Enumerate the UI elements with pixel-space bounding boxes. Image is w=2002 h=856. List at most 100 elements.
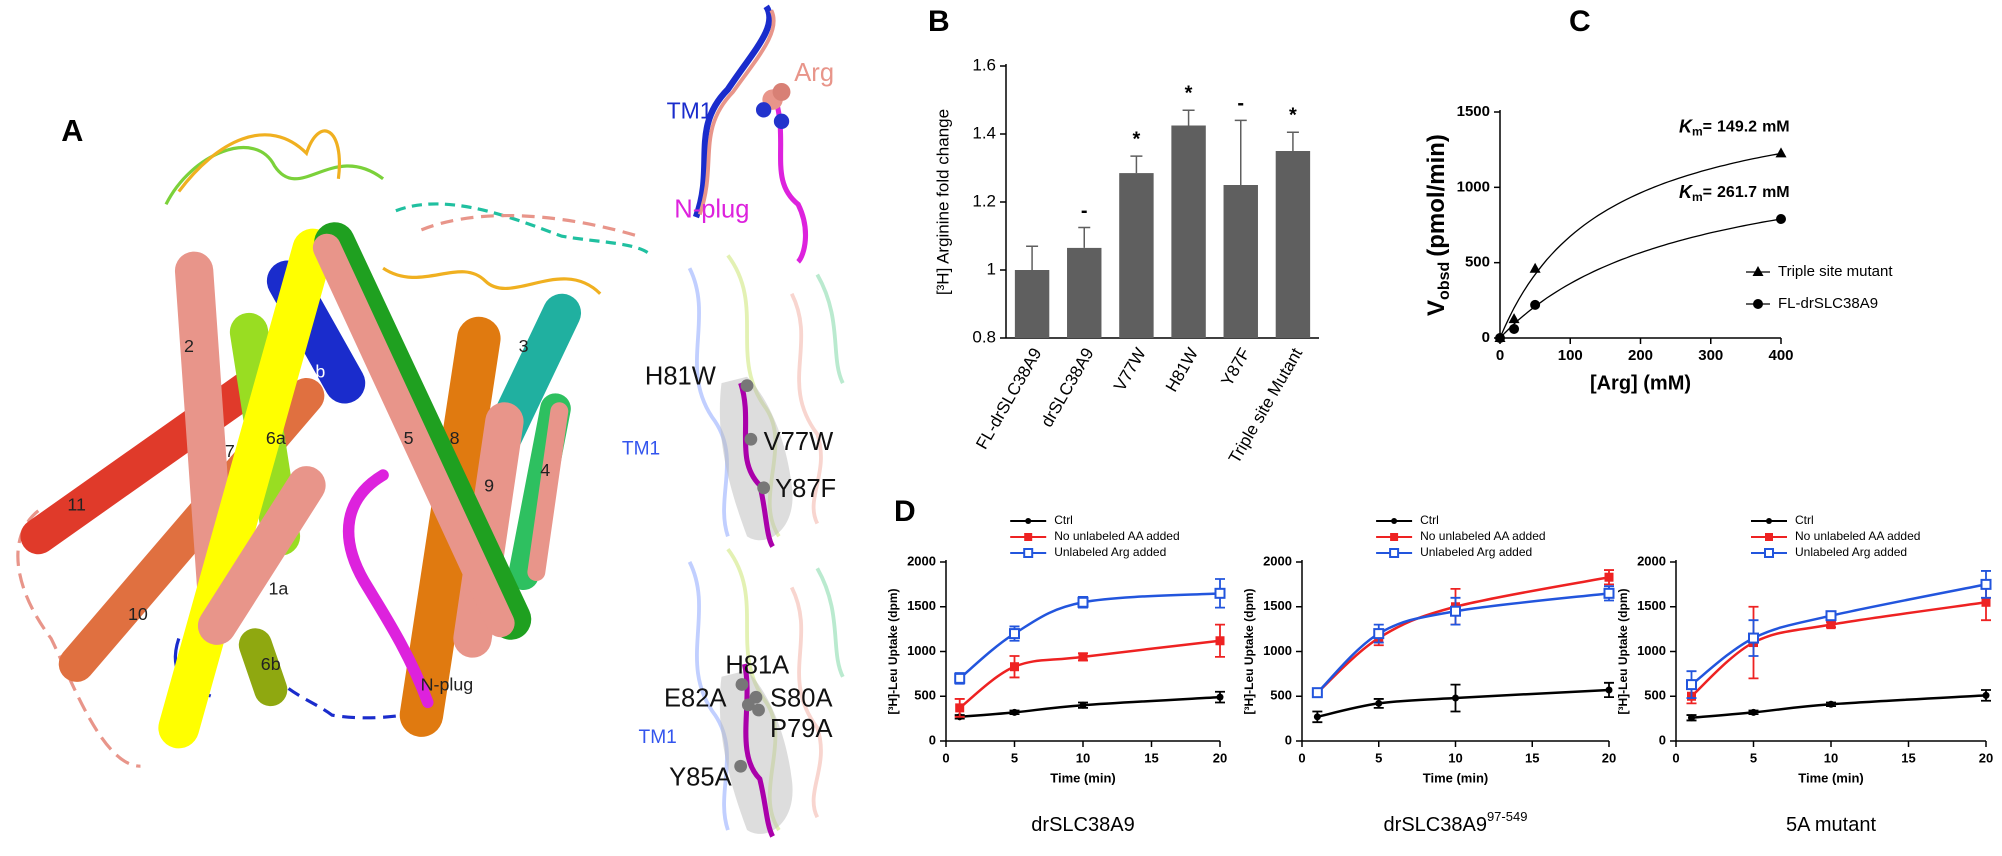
ribbon bbox=[815, 273, 845, 384]
error-bar bbox=[1078, 226, 1091, 248]
y-tick-label: 1500 bbox=[907, 598, 936, 613]
bar bbox=[1014, 270, 1050, 338]
y-axis-label: [³H]-Leu Uptake (dpm) bbox=[1616, 589, 1630, 715]
marker bbox=[1603, 587, 1615, 599]
y-axis-label: [³H]-Leu Uptake (dpm) bbox=[1242, 589, 1256, 715]
y-tick-label: 500 bbox=[914, 688, 936, 703]
error-bar bbox=[1234, 119, 1247, 185]
marker bbox=[1215, 636, 1225, 646]
fit-annotation: Km= 149.2 mM bbox=[1679, 116, 1790, 138]
legend-label: Unlabeled Arg added bbox=[1420, 545, 1532, 559]
y-tick-label: 1.4 bbox=[972, 123, 996, 142]
significance-label: * bbox=[1133, 128, 1141, 150]
marker bbox=[1077, 596, 1089, 608]
chart-line: 0 500 1000 1500 2000 0 5 10 15 20 Ctrl No unlabeled… bbox=[1616, 513, 1993, 836]
atom bbox=[773, 113, 790, 129]
fit-equals: = bbox=[1703, 119, 1712, 136]
significance-label: * bbox=[1289, 105, 1297, 127]
legend-label: No unlabeled AA added bbox=[1795, 529, 1920, 543]
marker bbox=[1826, 620, 1836, 630]
inset-bottom: H81A E82A S80A P79A Y85A TM1 bbox=[639, 547, 845, 838]
legend-label: Ctrl bbox=[1420, 513, 1439, 527]
marker bbox=[1604, 572, 1614, 582]
x-tick-label: 0 bbox=[942, 750, 949, 765]
x-tick-label: 5 bbox=[1011, 750, 1018, 765]
atom bbox=[752, 703, 765, 717]
y-tick-label: 2000 bbox=[1263, 553, 1292, 568]
bar bbox=[1223, 185, 1258, 338]
chart-title: 5A mutant bbox=[1786, 814, 1877, 836]
tm1-label: TM1 bbox=[639, 727, 677, 748]
marker bbox=[1390, 533, 1399, 541]
helix-label: 3 bbox=[519, 336, 529, 356]
bar bbox=[1171, 125, 1206, 338]
fit-value: 261.7 bbox=[1717, 184, 1757, 201]
marker bbox=[1764, 548, 1774, 558]
legend-label: No unlabeled AA added bbox=[1420, 529, 1545, 543]
ribbon bbox=[815, 567, 845, 678]
fit-unit: mM bbox=[1762, 119, 1790, 136]
series-line bbox=[958, 639, 1221, 709]
x-tick-label: H81W bbox=[1162, 345, 1202, 395]
loops bbox=[16, 129, 653, 768]
series-line bbox=[1316, 592, 1610, 694]
x-tick-label: 10 bbox=[1448, 750, 1462, 765]
x-tick-label: 5 bbox=[1375, 750, 1382, 765]
marker bbox=[1373, 628, 1385, 640]
surface bbox=[719, 670, 793, 834]
residue-label: Y87F bbox=[775, 475, 836, 503]
marker bbox=[1010, 662, 1019, 672]
ribbon bbox=[738, 382, 775, 548]
marker bbox=[1529, 262, 1541, 273]
y-axis-subscript: obsd bbox=[1436, 262, 1453, 300]
residue-label: S80A bbox=[770, 685, 832, 713]
ribbon bbox=[697, 9, 776, 216]
x-tick-label: drSLC38A9 bbox=[1037, 345, 1097, 431]
fit-subscript: m bbox=[1692, 190, 1703, 204]
marker bbox=[1753, 299, 1763, 309]
series-line bbox=[1316, 575, 1610, 694]
significance-label: * bbox=[1185, 82, 1193, 104]
marker bbox=[1752, 266, 1764, 276]
structure-panel: A 2 1b 7 6a 5 8 3 9 4 11 10 1a 6b N-plug bbox=[16, 4, 845, 838]
loop bbox=[16, 509, 141, 768]
legend-label: Ctrl bbox=[1054, 513, 1073, 527]
helices bbox=[20, 222, 582, 749]
x-tick-label: 20 bbox=[1213, 750, 1227, 765]
y-axis-label: [³H] Arginine fold change bbox=[933, 109, 952, 295]
marker bbox=[955, 703, 965, 713]
y-axis-label: [³H]-Leu Uptake (dpm) bbox=[886, 589, 900, 715]
y-axis-label: Vobsd (pmol/min) bbox=[1423, 134, 1453, 316]
fit-unit: mM bbox=[1762, 184, 1790, 201]
n-plug-label: N-plug bbox=[421, 674, 474, 694]
error-bar bbox=[1182, 109, 1195, 126]
loop bbox=[253, 638, 422, 720]
residue-label: Y85A bbox=[669, 764, 731, 792]
marker bbox=[1766, 518, 1772, 524]
x-tick-label: V77W bbox=[1110, 345, 1150, 395]
residue-label: P79A bbox=[770, 715, 832, 743]
chart-title-main: drSLC38A9 bbox=[1031, 814, 1134, 836]
marker bbox=[1982, 691, 1990, 699]
loop bbox=[164, 146, 385, 206]
marker bbox=[1391, 518, 1398, 524]
y-tick-label: 0 bbox=[929, 732, 936, 747]
legend-label: Ctrl bbox=[1795, 513, 1814, 527]
fit-equals: = bbox=[1703, 184, 1712, 201]
y-tick-label: 0 bbox=[1659, 732, 1666, 747]
atom bbox=[741, 698, 755, 712]
x-axis-label: Time (min) bbox=[1798, 770, 1864, 785]
y-tick-label: 500 bbox=[1270, 688, 1292, 703]
x-tick-label: 200 bbox=[1628, 347, 1653, 364]
marker bbox=[1023, 548, 1034, 558]
x-tick-label: 20 bbox=[1979, 750, 1993, 765]
surface bbox=[719, 376, 793, 541]
x-tick-label: 10 bbox=[1076, 750, 1090, 765]
marker bbox=[1765, 533, 1773, 541]
chart-title-main: drSLC38A9 bbox=[1384, 814, 1487, 836]
y-tick-label: 500 bbox=[1644, 688, 1666, 703]
chart-bar: 0.8 1 1.2 1.4 1.6 FL-drSLC38A9 - drSLC38A9 * V77W… bbox=[928, 5, 1319, 467]
marker bbox=[1079, 701, 1087, 709]
